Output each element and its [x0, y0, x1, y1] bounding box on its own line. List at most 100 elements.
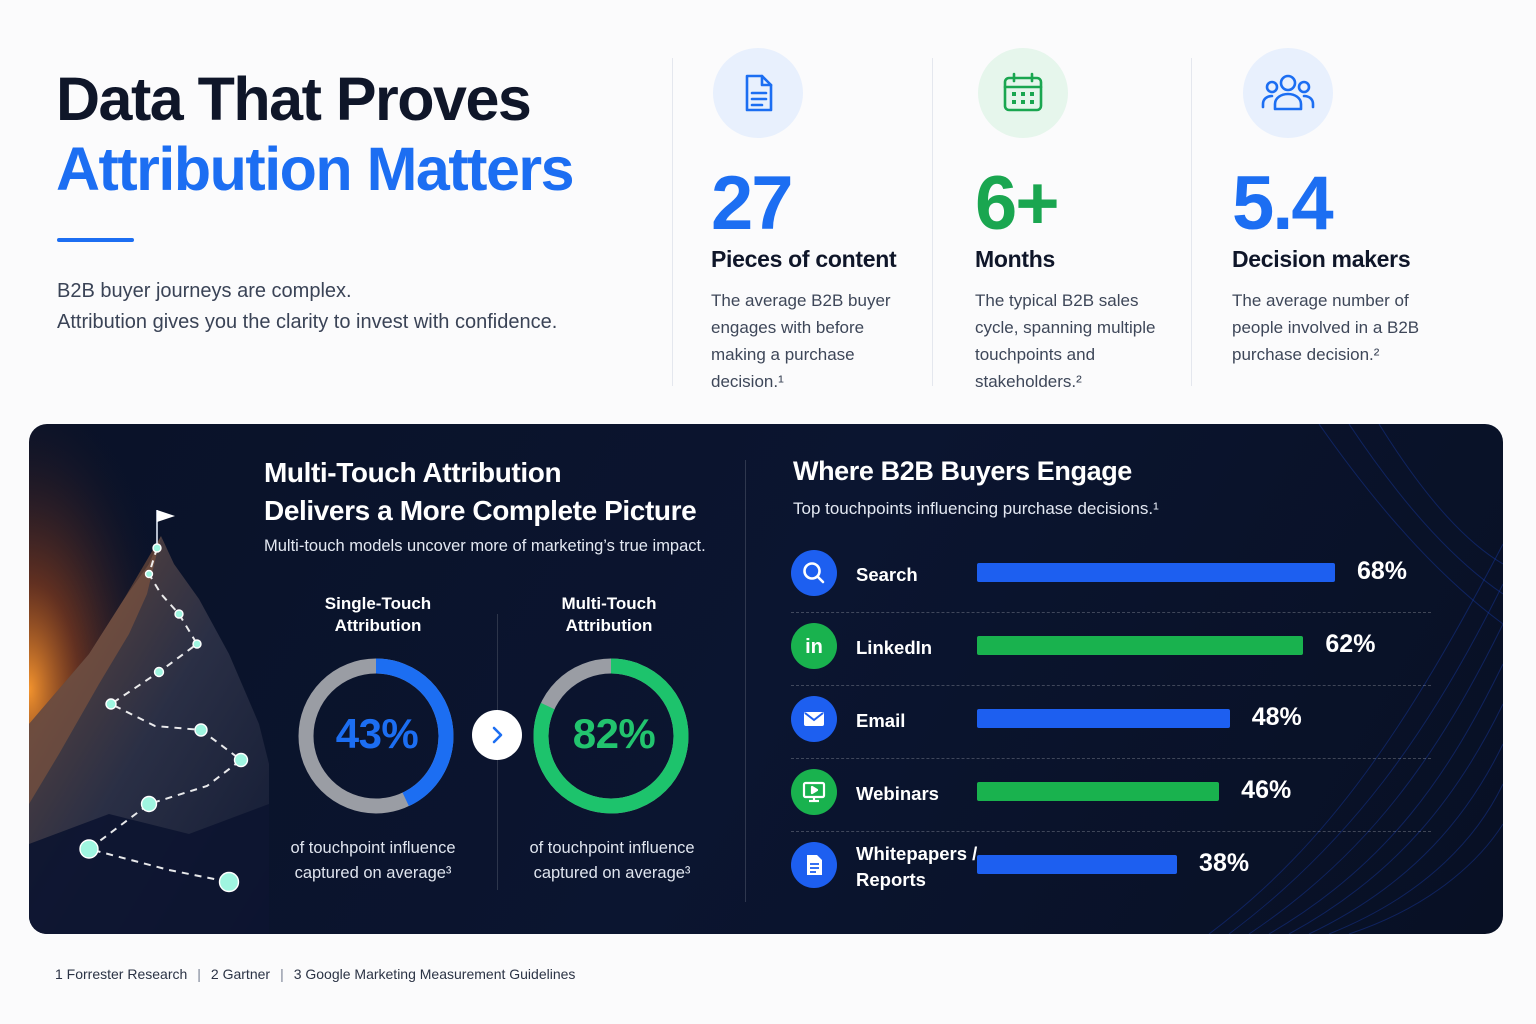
- journey-dot: [233, 752, 249, 768]
- donut-label-line: Multi-Touch: [561, 594, 657, 613]
- row-separator: [791, 831, 1431, 832]
- caption-line: of touchpoint influence: [290, 839, 456, 857]
- engage-subtitle: Top touchpoints influencing purchase dec…: [793, 499, 1159, 518]
- bar: [977, 563, 1335, 582]
- attribution-panel: Multi-Touch Attribution Delivers a More …: [29, 424, 1503, 934]
- bar-category-label-line: Webinars: [856, 783, 939, 804]
- stat-divider: [672, 58, 673, 386]
- panel-divider: [745, 460, 746, 902]
- wave-lines-decoration: [1208, 424, 1503, 934]
- donut-label-line: Attribution: [565, 616, 653, 635]
- stat-decision-makers: 5.4 Decision makers The average number o…: [1232, 48, 1462, 368]
- webinar-icon: [791, 769, 837, 815]
- journey-dot: [194, 723, 208, 737]
- stat-description-line: making a purchase: [711, 345, 855, 364]
- donut-label-line: Single-Touch: [324, 594, 432, 613]
- bar-value-label: 38%: [1199, 849, 1250, 877]
- caption-line: of touchpoint influence: [529, 839, 695, 857]
- stat-label: Pieces of content: [711, 246, 897, 272]
- single-touch-caption: of touchpoint influence captured on aver…: [253, 836, 493, 886]
- stat-value: 27: [711, 161, 794, 246]
- journey-dot: [144, 569, 154, 579]
- stat-months: 6+ Months The typical B2B sales cycle, s…: [975, 48, 1205, 395]
- stat-description-line: The average B2B buyer: [711, 291, 891, 310]
- bar-row: Search 68%: [791, 540, 1431, 613]
- bar-value-label: 48%: [1251, 703, 1302, 731]
- bar-category-label-line: Search: [856, 564, 918, 585]
- hero-subtitle: B2B buyer journeys are complex. Attribut…: [57, 276, 557, 338]
- journey-dot: [192, 639, 202, 649]
- bar-category-label-line: LinkedIn: [856, 637, 933, 658]
- bar-value-label: 62%: [1325, 630, 1376, 658]
- footnote-separator: |: [280, 966, 284, 982]
- bar-category-label: Search: [856, 562, 918, 588]
- row-separator: [791, 612, 1431, 613]
- email-icon: [791, 696, 837, 742]
- donut-charts: [298, 658, 689, 814]
- search-icon: [791, 550, 837, 596]
- journey-dot: [174, 609, 184, 619]
- page-title: Data That Proves Attribution Matters: [56, 64, 575, 204]
- bar-category-label-line: Reports: [856, 869, 926, 890]
- multitouch-title: Multi-Touch Attribution Delivers a More …: [264, 454, 697, 530]
- bar-category-label-line: Whitepapers /: [856, 843, 978, 864]
- stat-description-line: touchpoints and: [975, 345, 1096, 364]
- bar: [977, 782, 1220, 801]
- multitouch-title-line-1: Multi-Touch Attribution: [264, 457, 562, 488]
- multitouch-title-line-2: Delivers a More Complete Picture: [264, 495, 697, 526]
- stat-description: The average number of people involved in…: [1232, 287, 1462, 368]
- flag-icon: [157, 510, 175, 522]
- compare-arrow-button: [472, 710, 522, 760]
- donut-label-line: Attribution: [334, 616, 422, 635]
- chevron-right-icon: [492, 726, 503, 744]
- bar-category-label: LinkedIn: [856, 635, 932, 661]
- stat-description-line: decision.¹: [711, 372, 784, 391]
- hero-subtitle-line-1: B2B buyer journeys are complex.: [57, 280, 352, 302]
- journey-dot: [105, 698, 117, 710]
- stat-divider: [932, 58, 933, 386]
- title-underline: [57, 238, 134, 242]
- bar-value-label: 46%: [1241, 776, 1292, 804]
- bar: [977, 855, 1178, 874]
- people-icon: [1243, 48, 1333, 138]
- caption-line: captured on average³: [533, 864, 691, 882]
- journey-dot: [152, 543, 162, 553]
- bar-category-label: Webinars: [856, 781, 939, 807]
- stat-value: 5.4: [1232, 161, 1334, 246]
- journey-dot: [153, 666, 165, 678]
- multi-touch-value: 82%: [572, 710, 656, 757]
- stat-label: Decision makers: [1232, 246, 1411, 272]
- footnote: 2 Gartner: [210, 966, 271, 982]
- footnote-separator: |: [197, 966, 201, 982]
- journey-dot: [79, 839, 99, 859]
- bar: [977, 636, 1304, 655]
- journey-dot: [140, 795, 158, 813]
- linkedin-icon: in: [791, 623, 837, 669]
- title-line-1: Data That Proves: [56, 65, 532, 133]
- bar-row: Webinars 46%: [791, 759, 1431, 832]
- stat-description-line: engages with before: [711, 318, 865, 337]
- stat-description-line: The average number of: [1232, 291, 1409, 310]
- stat-description-line: stakeholders.²: [975, 372, 1082, 391]
- stat-content-pieces: 27 Pieces of content The average B2B buy…: [711, 48, 941, 395]
- stat-description: The average B2B buyer engages with befor…: [711, 287, 941, 395]
- stat-description-line: purchase decision.²: [1232, 345, 1380, 364]
- footnote: 3 Google Marketing Measurement Guideline…: [293, 966, 576, 982]
- document-icon: [713, 48, 803, 138]
- bar-value-label: 68%: [1357, 557, 1408, 585]
- engage-title: Where B2B Buyers Engage: [793, 456, 1132, 486]
- stat-description-line: cycle, spanning multiple: [975, 318, 1156, 337]
- svg-text:in: in: [805, 636, 823, 658]
- footnote: 1 Forrester Research: [55, 966, 188, 982]
- bar-row: Email 48%: [791, 686, 1431, 759]
- row-separator: [791, 685, 1431, 686]
- mountain-illustration: [29, 424, 269, 934]
- stat-description: The typical B2B sales cycle, spanning mu…: [975, 287, 1205, 395]
- calendar-icon: [978, 48, 1068, 138]
- stat-label: Months: [975, 246, 1055, 272]
- footnotes: 1 Forrester Research | 2 Gartner | 3 Google …: [55, 966, 575, 982]
- multi-touch-label: Multi-Touch Attribution: [509, 593, 709, 637]
- bar: [977, 709, 1230, 728]
- bar-category-label: Email: [856, 708, 905, 734]
- bar-row: in LinkedIn 62%: [791, 613, 1431, 686]
